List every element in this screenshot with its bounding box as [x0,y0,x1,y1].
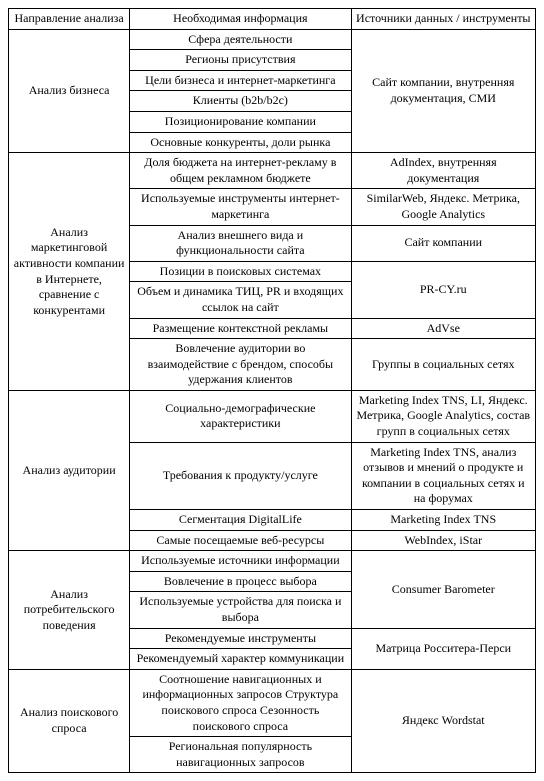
info-cell: Сфера деятельности [130,29,351,50]
table-row: Анализ бизнеса Сфера деятельности Сайт к… [9,29,536,50]
source-cell: Consumer Barometer [351,551,535,628]
header-sources: Источники данных / инструменты [351,9,535,30]
source-cell: SimilarWeb, Яндекс. Метрика, Google Anal… [351,189,535,225]
section-label: Анализ аудитории [9,390,130,550]
source-cell: Группы в социальных сетях [351,339,535,391]
table-row: Анализ аудитории Социально-демографическ… [9,390,536,442]
header-direction: Направление анализа [9,9,130,30]
source-cell: WebIndex, iStar [351,530,535,551]
info-cell: Используемые устройства для поиска и выб… [130,592,351,628]
table-row: Анализ потребительского поведения Исполь… [9,551,536,572]
section-label: Анализ бизнеса [9,29,130,153]
info-cell: Самые посещаемые веб-ресурсы [130,530,351,551]
info-cell: Вовлечение в процесс выбора [130,571,351,592]
header-row: Направление анализа Необходимая информац… [9,9,536,30]
source-cell: Матрица Росситера-Перси [351,628,535,669]
info-cell: Регионы присутствия [130,50,351,71]
info-cell: Вовлечение аудитории во взаимодействие с… [130,339,351,391]
info-cell: Соотношение навигационных и информационн… [130,669,351,736]
info-cell: Основные конкуренты, доли рынка [130,132,351,153]
section-label: Анализ потребительского поведения [9,551,130,670]
source-cell: AdVse [351,318,535,339]
info-cell: Требования к продукту/услуге [130,442,351,509]
info-cell: Используемые источники информации [130,551,351,572]
info-cell: Анализ внешнего вида и функциональности … [130,225,351,261]
info-cell: Используемые инструменты интернет-маркет… [130,189,351,225]
table-row: Анализ поискового спроса Соотношение нав… [9,669,536,736]
table-row: Анализ маркетинговой активности компании… [9,153,536,189]
info-cell: Региональная популярность навигационных … [130,737,351,773]
source-cell: Сайт компании, внутренняя документация, … [351,29,535,153]
source-cell: Яндекс Wordstat [351,669,535,773]
source-cell: Marketing Index TNS [351,510,535,531]
info-cell: Объем и динамика ТИЦ, PR и входящих ссыл… [130,282,351,318]
source-cell: Сайт компании [351,225,535,261]
info-cell: Позиционирование компании [130,111,351,132]
info-cell: Размещение контекстной рекламы [130,318,351,339]
info-cell: Сегментация DigitalLife [130,510,351,531]
info-cell: Рекомендуемый характер коммуникации [130,649,351,670]
info-cell: Клиенты (b2b/b2c) [130,91,351,112]
source-cell: Marketing Index TNS, LI, Яндекс. Метрика… [351,390,535,442]
source-cell: PR-CY.ru [351,261,535,318]
info-cell: Рекомендуемые инструменты [130,628,351,649]
info-cell: Доля бюджета на интернет-рекламу в общем… [130,153,351,189]
source-cell: AdIndex, внутренняя документация [351,153,535,189]
header-info: Необходимая информация [130,9,351,30]
analysis-table: Направление анализа Необходимая информац… [8,8,536,773]
info-cell: Позиции в поисковых системах [130,261,351,282]
info-cell: Цели бизнеса и интернет-маркетинга [130,70,351,91]
section-label: Анализ поискового спроса [9,669,130,773]
section-label: Анализ маркетинговой активности компании… [9,153,130,391]
info-cell: Социально-демографические характеристики [130,390,351,442]
source-cell: Marketing Index TNS, анализ отзывов и мн… [351,442,535,509]
